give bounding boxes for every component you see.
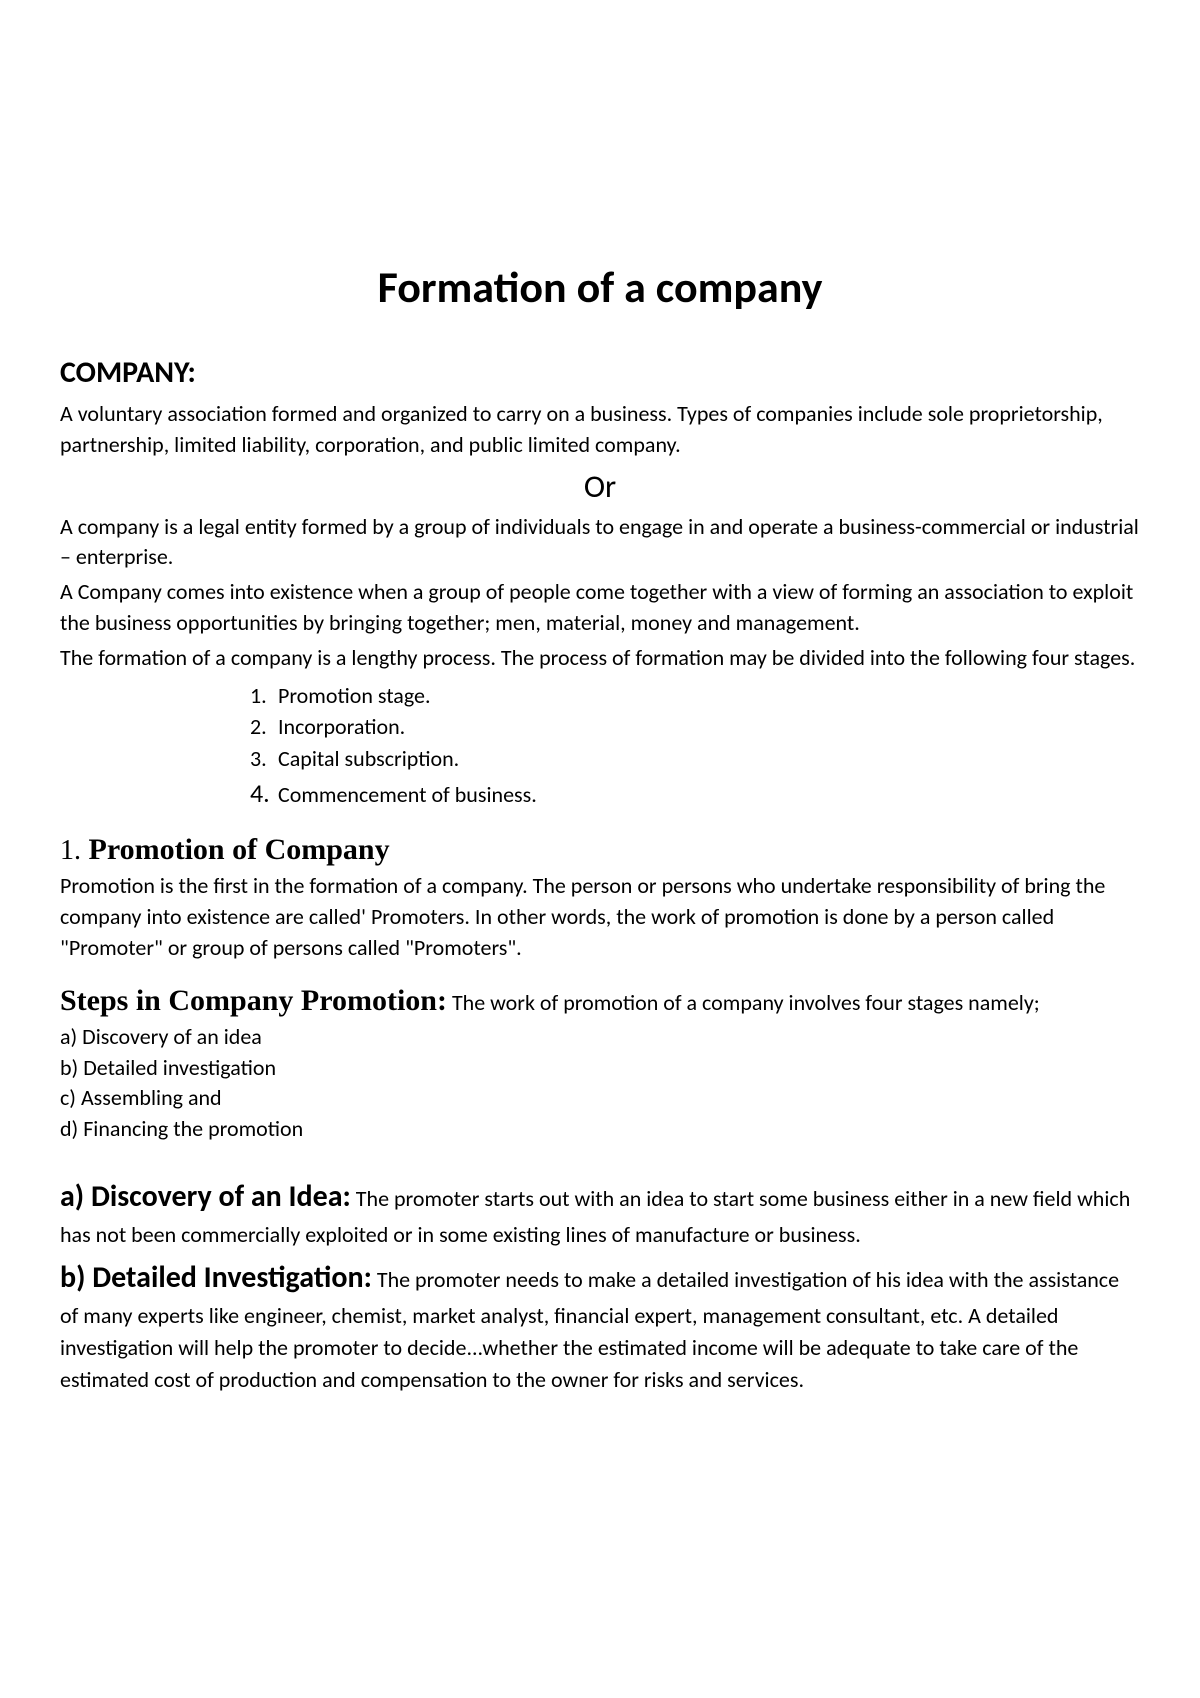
step-c: c) Assembling and [60,1083,1140,1114]
section-a-block: a) Discovery of an Idea: The promoter st… [60,1175,1140,1250]
stages-list: 1.Promotion stage. 2.Incorporation. 3.Ca… [60,680,1140,813]
steps-intro: The work of promotion of a company invol… [447,989,1040,1016]
steps-list: a) Discovery of an idea b) Detailed inve… [60,1022,1140,1145]
company-definition-1: A voluntary association formed and organ… [60,399,1140,461]
promotion-number: 1. [60,835,81,866]
stage-item-1: 1.Promotion stage. [250,680,1140,712]
company-definition-2a: A company is a legal entity formed by a … [60,512,1140,574]
steps-heading-block: Steps in Company Promotion: The work of … [60,981,1140,1022]
promotion-heading: 1. Promotion of Company [60,833,1140,867]
company-definition-2c: The formation of a company is a lengthy … [60,643,1140,674]
main-title: Formation of a company [60,260,1140,314]
step-d: d) Financing the promotion [60,1114,1140,1145]
stage-item-2: 2.Incorporation. [250,711,1140,743]
section-b-block: b) Detailed Investigation: The promoter … [60,1256,1140,1395]
stage-label-1: Promotion stage. [278,682,431,709]
company-definition-2b: A Company comes into existence when a gr… [60,577,1140,639]
promotion-text: Promotion is the first in the formation … [60,871,1140,963]
stage-label-4: Commencement of business. [278,781,537,808]
stage-label-3: Capital subscription. [278,745,459,772]
section-b-heading: b) Detailed Investigation [60,1259,364,1296]
or-divider: Or [60,467,1140,506]
stage-label-2: Incorporation. [278,713,405,740]
steps-heading-text: Steps in Company Promotion: [60,984,447,1017]
section-b-colon: : [364,1259,372,1296]
section-a-heading: a) Discovery of an Idea: [60,1178,351,1215]
stage-item-4: 4.Commencement of business. [250,775,1140,813]
promotion-heading-text: Promotion of Company [89,833,390,866]
document-page: Formation of a company COMPANY: A volunt… [60,60,1140,1396]
stage-item-3: 3.Capital subscription. [250,743,1140,775]
step-a: a) Discovery of an idea [60,1022,1140,1053]
step-b: b) Detailed investigation [60,1053,1140,1084]
company-heading: COMPANY: [60,354,1140,391]
